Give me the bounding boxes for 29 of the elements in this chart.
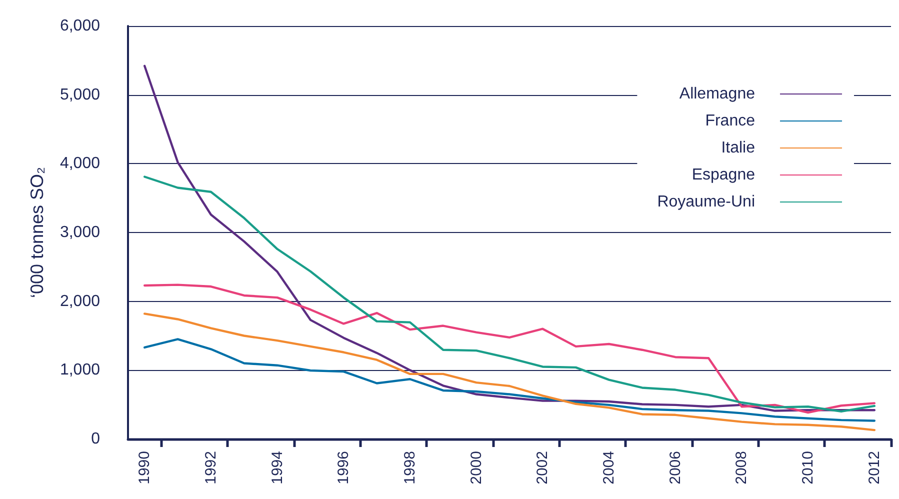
legend-label: Royaume-Uni xyxy=(657,194,755,210)
legend-label: Italie xyxy=(721,140,756,156)
line-series xyxy=(143,64,876,412)
y-tick-label: 1,000 xyxy=(60,362,100,379)
line-series xyxy=(143,312,876,432)
x-tick-label: 2004 xyxy=(600,451,618,484)
x-tick-label: 1992 xyxy=(202,451,220,484)
x-tick-label: 2010 xyxy=(800,451,817,484)
y-tick-label: 0 xyxy=(91,430,100,448)
x-tick-label: 2006 xyxy=(666,451,684,484)
legend-label: Espagne xyxy=(692,166,756,184)
y-axis-title: ‘000 tonnes SO₂ xyxy=(27,166,47,298)
x-tick-label: 1998 xyxy=(401,451,418,484)
legend-label: France xyxy=(705,112,756,130)
legend-label: Allemagne xyxy=(679,86,756,102)
x-tick-label: 2008 xyxy=(733,451,750,484)
y-tick-label: 4,000 xyxy=(60,155,100,172)
x-tick-label: 1994 xyxy=(268,451,286,484)
y-tick-label: 6,000 xyxy=(60,18,100,34)
x-tick-label: 1990 xyxy=(136,451,154,484)
y-tick-label: 5,000 xyxy=(60,86,100,104)
x-tick-label: 2002 xyxy=(534,451,552,484)
x-tick-label: 1996 xyxy=(335,451,352,484)
x-tick-label: 2000 xyxy=(468,451,485,484)
line-series xyxy=(143,338,876,422)
line-series xyxy=(143,284,876,414)
y-tick-label: 2,000 xyxy=(60,292,100,310)
y-tick-label: 3,000 xyxy=(60,224,100,241)
x-tick-label: 2012 xyxy=(866,451,883,484)
